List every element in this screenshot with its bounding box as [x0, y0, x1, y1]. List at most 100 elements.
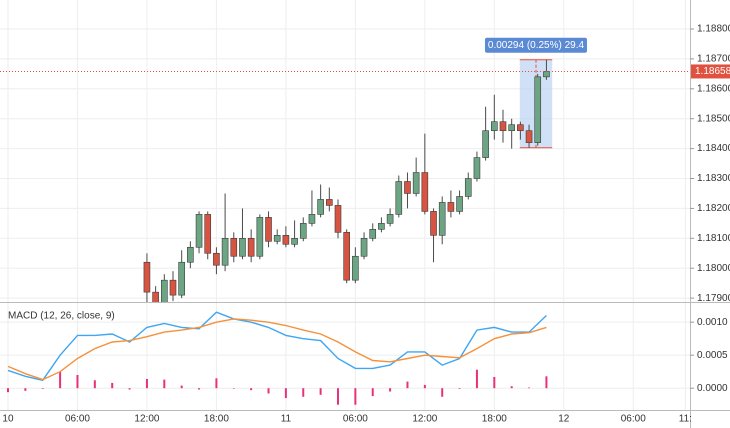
candle-body — [473, 157, 481, 179]
candle-body — [326, 199, 333, 206]
candle-body — [352, 255, 359, 281]
histogram-bar — [389, 388, 392, 392]
y-tick-label: 1.18500 — [697, 113, 730, 124]
candle-body — [412, 172, 420, 194]
histogram-bar — [545, 376, 548, 389]
candle-body — [143, 261, 151, 293]
candle-body — [343, 232, 350, 281]
last-price-label: 1.18658 — [695, 66, 730, 77]
histogram-bar — [354, 388, 357, 405]
histogram-bar — [336, 388, 339, 405]
y-tick-label: 0.0000 — [697, 383, 728, 394]
x-tick-label: 18:00 — [204, 414, 229, 425]
candle-body — [438, 202, 446, 236]
histogram-bar — [406, 381, 409, 389]
histogram-bar — [510, 386, 513, 389]
candle-body — [430, 211, 437, 236]
candle-body — [256, 217, 264, 257]
histogram-bar — [24, 388, 27, 391]
histogram-bar — [6, 388, 9, 393]
macd-title: MACD (12, 26, close, 9) — [8, 311, 115, 322]
histogram-bar — [423, 384, 426, 389]
histogram-bar — [458, 388, 461, 389]
last-price-bg — [691, 64, 730, 79]
x-tick-label: 06:00 — [621, 414, 646, 425]
histogram-bar — [319, 388, 322, 395]
macd-line — [7, 318, 547, 381]
x-tick-label: 10 — [2, 414, 14, 425]
candle-body — [360, 238, 368, 257]
candle-body — [230, 238, 238, 257]
measure-label: 0.00294 (0.25%) 29.4 — [488, 40, 585, 51]
y-tick-label: 0.0010 — [697, 317, 728, 328]
y-tick-label: 1.18700 — [697, 54, 730, 65]
candle-body — [247, 238, 255, 257]
candle-body — [204, 214, 212, 254]
histogram-bar — [493, 376, 496, 389]
candle-body — [386, 214, 394, 224]
histogram-bar — [250, 388, 253, 391]
histogram-bar — [215, 378, 218, 389]
y-tick-label: 0.0005 — [697, 350, 728, 361]
candle-body — [508, 124, 515, 131]
candle-body — [239, 238, 246, 257]
candle-body — [187, 246, 194, 263]
candle-body — [299, 223, 307, 239]
candle-body — [169, 279, 177, 296]
measure-label-bg — [484, 37, 587, 53]
histogram-bar — [232, 388, 235, 389]
candle-body — [456, 196, 463, 212]
histogram-bar — [93, 380, 96, 389]
candle-body — [291, 238, 298, 245]
candle-body — [447, 202, 455, 212]
histogram-bar — [475, 369, 478, 389]
candle-body — [525, 130, 533, 143]
candle-body — [178, 261, 185, 296]
candle-body — [334, 205, 342, 233]
y-tick-label: 1.18400 — [697, 143, 730, 154]
y-tick-label: 1.18800 — [697, 24, 730, 35]
candle-body — [517, 124, 524, 131]
y-tick-label: 1.17900 — [697, 293, 730, 304]
macd-pane — [0, 303, 690, 410]
y-tick-label: 1.18600 — [697, 83, 730, 94]
x-tick-label: 06:00 — [65, 414, 90, 425]
candle-body — [221, 238, 229, 266]
y-tick-label: 1.18100 — [697, 233, 730, 244]
y-tick-label: 1.18200 — [697, 203, 730, 214]
histogram-bar — [284, 388, 287, 399]
histogram-bar — [528, 387, 531, 389]
candle-body — [152, 291, 159, 302]
histogram-bar — [371, 388, 374, 397]
histogram-bar — [145, 378, 148, 389]
x-tick-label: 06:00 — [343, 414, 368, 425]
candle-body — [464, 178, 472, 197]
candle-body — [161, 279, 168, 302]
histogram-bar — [128, 388, 131, 390]
x-tick-label: 12:00 — [412, 414, 437, 425]
candle-body — [534, 76, 542, 143]
histogram-bar — [111, 382, 114, 389]
candle-body — [282, 235, 290, 245]
candle-body — [213, 252, 220, 266]
histogram-bar — [180, 385, 183, 389]
candle-body — [421, 172, 429, 212]
x-tick-label: 12:00 — [134, 414, 159, 425]
candle-body — [395, 181, 403, 215]
x-tick-label: 18:00 — [482, 414, 507, 425]
histogram-bar — [76, 374, 79, 389]
candle-body — [482, 130, 489, 158]
candle-body — [308, 214, 316, 224]
candle-body — [265, 217, 272, 242]
histogram-bar — [267, 388, 270, 394]
histogram-bar — [41, 388, 44, 389]
candle-body — [499, 121, 507, 131]
histogram-bar — [302, 388, 305, 397]
candle-body — [378, 223, 385, 230]
macd-line — [7, 311, 547, 382]
candle-body — [317, 199, 324, 215]
axes: 10 06:00 12:00 18:00 11 06:00 12:00 18:00 12 06:0… — [2, 24, 730, 425]
y-tick-label: 1.18000 — [697, 263, 730, 274]
